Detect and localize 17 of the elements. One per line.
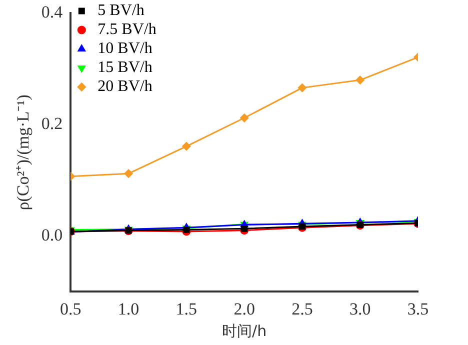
x-tick-label: 1.0 [118, 299, 140, 318]
y-tick-label: 0.4 [41, 2, 64, 22]
legend-label: 15 BV/h [98, 59, 152, 76]
y-tick-label: 0.2 [41, 114, 63, 134]
x-tick-label: 1.5 [176, 299, 198, 318]
legend-label: 5 BV/h [98, 2, 144, 20]
y-axis-title: ρ(Co²⁺)/(mg·L⁻¹) [14, 94, 33, 210]
x-tick-label: 3.0 [349, 299, 371, 318]
x-tick-label: 2.0 [234, 299, 255, 318]
x-tick-label: 3.5 [407, 299, 429, 318]
x-tick-label: 0.5 [60, 299, 82, 318]
x-axis-title: 时间/h [222, 322, 267, 340]
legend-label: 10 BV/h [98, 40, 152, 58]
legend-label: 7.5 BV/h [98, 21, 156, 38]
y-tick-label: 0.0 [41, 225, 63, 244]
x-tick-label: 2.5 [292, 299, 313, 318]
legend-label: 20 BV/h [98, 78, 152, 96]
